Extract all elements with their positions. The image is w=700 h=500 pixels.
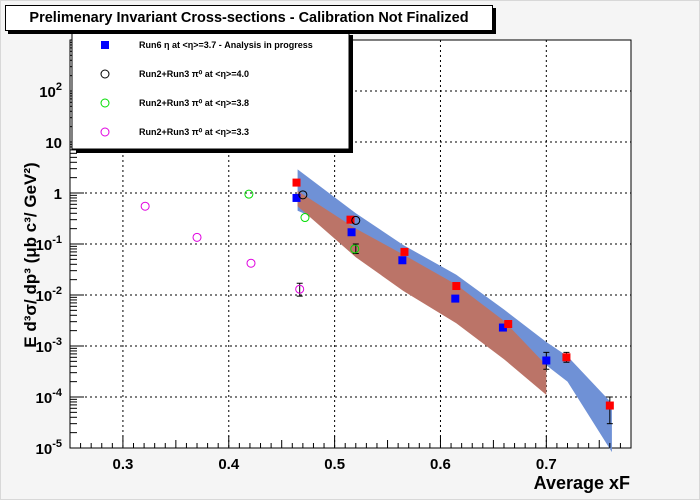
data-point — [140, 201, 150, 211]
data-point — [246, 258, 256, 268]
x-tick-label: 0.7 — [536, 456, 557, 473]
legend: Run6 η at <η>=3.7 - Analysis in progress… — [71, 30, 353, 153]
data-point — [504, 320, 513, 329]
legend-label: Run2+Run3 π⁰ at <η>=4.0 — [139, 69, 249, 79]
y-tick-label: 10-4 — [36, 387, 63, 407]
chart-title-box: Prelimenary Invariant Cross-sections - C… — [5, 5, 493, 31]
data-point — [452, 282, 461, 291]
y-tick-label: 10-2 — [36, 285, 62, 305]
data-point — [400, 247, 409, 256]
x-tick-label: 0.3 — [112, 456, 133, 473]
data-point — [605, 401, 614, 410]
data-point — [542, 356, 551, 365]
data-point — [244, 189, 254, 199]
legend-marker — [100, 127, 110, 137]
y-tick-label: 10-5 — [36, 438, 62, 458]
legend-box — [71, 30, 350, 150]
data-points — [140, 178, 614, 410]
x-axis-ticks: 0.3 0.4 0.5 0.6 0.7 — [69, 436, 632, 473]
legend-marker — [101, 41, 109, 49]
data-point — [298, 190, 308, 200]
data-point — [292, 178, 301, 187]
x-tick-label: 0.5 — [324, 456, 345, 473]
legend-marker — [100, 69, 110, 79]
data-point — [292, 193, 301, 202]
y-tick-label: 10-3 — [36, 336, 62, 356]
data-point — [451, 294, 460, 303]
y-tick-label: 1 — [54, 186, 62, 203]
legend-label: Run2+Run3 π⁰ at <η>=3.8 — [139, 98, 249, 108]
y-tick-label: 10-1 — [36, 234, 62, 254]
data-point — [346, 215, 355, 224]
data-point — [295, 284, 305, 294]
legend-label: Run2+Run3 π⁰ at <η>=3.3 — [139, 127, 249, 137]
legend-entries: Run6 η at <η>=3.7 - Analysis in progress… — [100, 40, 313, 137]
legend-marker — [100, 98, 110, 108]
y-tick-label: 10 — [45, 135, 62, 152]
data-point — [192, 232, 202, 242]
y-tick-label: 102 — [39, 81, 62, 101]
data-point — [498, 323, 507, 332]
x-tick-label: 0.4 — [218, 456, 240, 473]
data-point — [398, 256, 407, 265]
error-bars — [296, 243, 613, 425]
x-axis-title: Average xF — [534, 473, 630, 493]
legend-label: Run6 η at <η>=3.7 - Analysis in progress — [139, 40, 313, 50]
x-tick-label: 0.6 — [430, 456, 451, 473]
y-axis-title: E d³σ/ dp³ (μb c³/ GeV²) — [21, 162, 40, 347]
chart-title: Prelimenary Invariant Cross-sections - C… — [29, 10, 469, 26]
data-point — [562, 353, 571, 362]
uncertainty-band — [297, 190, 547, 395]
data-point — [300, 213, 310, 223]
data-point — [350, 244, 360, 254]
data-point — [351, 215, 361, 225]
bands — [297, 169, 612, 453]
data-point — [347, 228, 356, 237]
